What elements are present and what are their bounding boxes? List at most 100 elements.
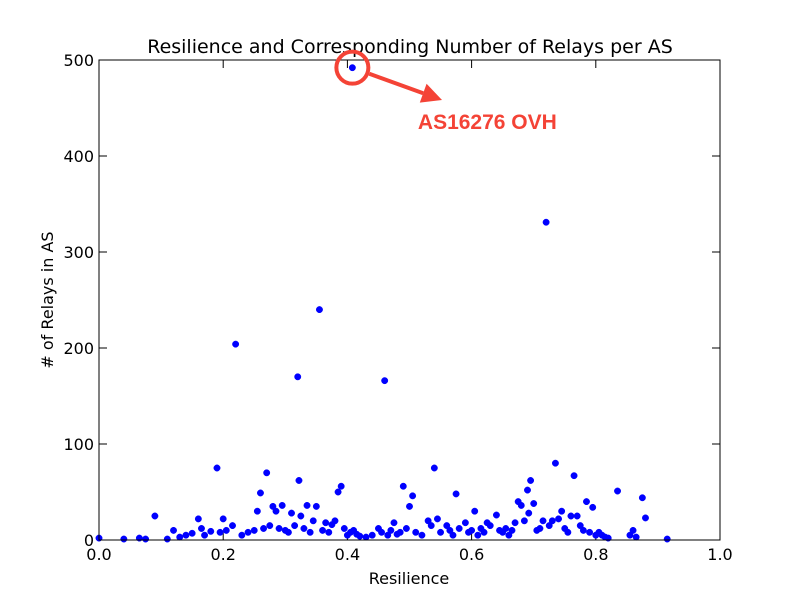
data-point: [356, 532, 364, 540]
data-point: [446, 526, 454, 534]
data-point: [266, 522, 274, 530]
data-point: [151, 512, 159, 520]
data-point: [201, 531, 209, 539]
data-point: [480, 528, 488, 536]
data-point: [297, 512, 305, 520]
y-axis-ticks: 0 100 200 300 400 500: [63, 51, 720, 550]
data-point: [272, 507, 280, 515]
data-point: [378, 528, 386, 536]
data-point: [576, 522, 584, 530]
data-point: [275, 525, 283, 532]
data-point: [525, 509, 533, 517]
data-point: [312, 502, 320, 510]
data-point: [120, 535, 128, 543]
data-point: [309, 517, 317, 525]
data-point: [427, 522, 435, 530]
data-point: [573, 512, 581, 520]
data-point: [229, 522, 236, 530]
y-tick-label: 400: [63, 147, 94, 166]
data-point: [213, 464, 221, 472]
data-point: [443, 522, 451, 530]
data-point: [337, 482, 345, 490]
data-point: [263, 469, 271, 477]
data-point: [579, 526, 587, 534]
data-point: [260, 525, 268, 532]
data-point: [492, 511, 500, 519]
data-point: [368, 531, 376, 539]
data-point: [340, 525, 348, 532]
data-point: [632, 533, 640, 541]
data-point: [381, 377, 389, 385]
data-point: [551, 459, 559, 467]
data-point: [288, 509, 295, 517]
annotation-arrow-line: [368, 71, 424, 96]
data-point: [527, 477, 535, 484]
chart-title: Resilience and Corresponding Number of R…: [147, 36, 673, 58]
annotation-circle: [334, 49, 371, 86]
plot-frame: [98, 59, 721, 541]
data-point: [424, 517, 432, 525]
data-point: [253, 507, 261, 515]
data-point: [331, 517, 339, 525]
data-point: [536, 525, 544, 532]
x-tick-label: 0.4: [335, 545, 360, 564]
data-point: [418, 531, 426, 539]
data-point: [406, 502, 413, 510]
data-point: [291, 522, 299, 530]
data-point: [216, 528, 224, 536]
data-point: [250, 526, 258, 534]
data-point: [502, 525, 510, 532]
data-point: [583, 498, 590, 506]
annotation-arrow-head: [419, 83, 442, 103]
data-point: [163, 535, 171, 543]
data-point: [300, 525, 308, 532]
data-point: [589, 503, 597, 511]
data-point: [362, 533, 370, 541]
data-point: [511, 519, 519, 527]
data-point: [278, 501, 286, 509]
data-point: [198, 525, 205, 532]
y-tick-label: 300: [63, 243, 94, 262]
data-point: [325, 528, 333, 536]
data-point: [257, 489, 264, 497]
data-point: [468, 526, 476, 534]
data-point: [334, 488, 342, 496]
x-tick-label: 0.0: [86, 545, 111, 564]
data-point: [412, 528, 420, 536]
data-point: [548, 517, 556, 525]
data-point: [316, 306, 323, 314]
data-point: [295, 477, 303, 484]
y-tick-label: 200: [63, 339, 94, 358]
data-point: [542, 218, 550, 226]
data-point: [232, 340, 240, 348]
data-point: [433, 515, 441, 523]
data-point: [306, 528, 314, 536]
data-point: [638, 494, 646, 502]
data-point: [182, 531, 190, 539]
y-axis-label: # of Relays in AS: [38, 231, 57, 368]
data-point: [244, 528, 252, 536]
data-point: [471, 507, 479, 515]
data-point: [303, 501, 311, 509]
x-tick-label: 0.6: [459, 545, 484, 564]
data-point: [170, 526, 177, 534]
data-point: [486, 522, 494, 530]
data-point: [409, 492, 417, 500]
data-point: [452, 490, 460, 498]
y-tick-label: 500: [63, 51, 94, 70]
data-point: [194, 515, 202, 523]
data-point: [461, 519, 469, 527]
data-point: [567, 512, 575, 520]
data-point: [176, 533, 184, 541]
data-point: [384, 531, 392, 539]
data-point: [222, 526, 230, 534]
data-points: [95, 64, 671, 543]
data-point: [430, 464, 438, 472]
data-point: [188, 529, 196, 537]
data-point: [269, 502, 277, 510]
data-point: [142, 535, 150, 543]
data-point: [539, 517, 547, 525]
y-tick-label: 0: [84, 531, 94, 550]
data-point: [614, 487, 621, 495]
